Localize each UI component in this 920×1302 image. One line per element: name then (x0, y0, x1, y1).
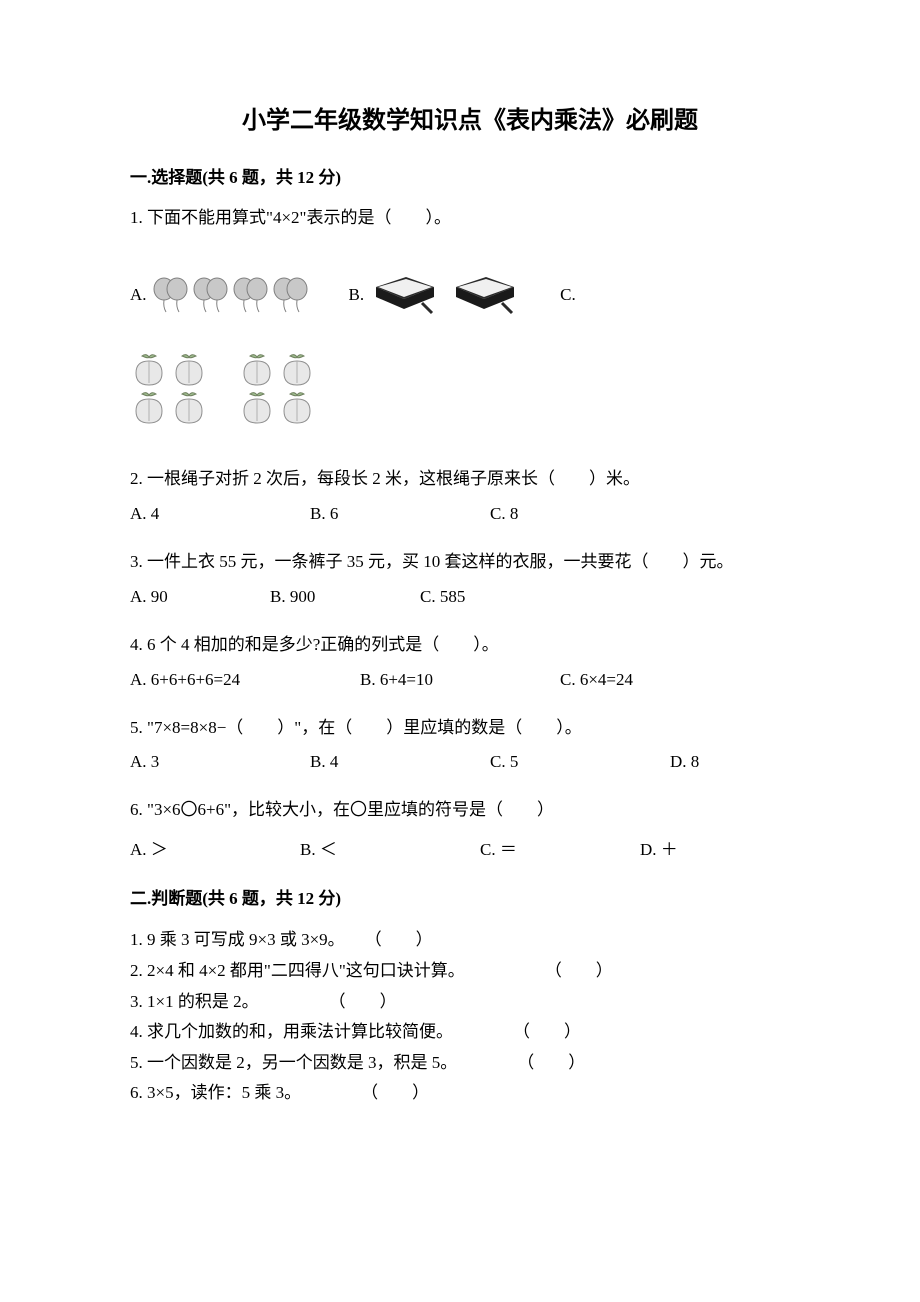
q2-options: A. 4 B. 6 C. 8 (130, 504, 810, 524)
q5-opt-d: D. 8 (670, 752, 770, 772)
judge-blank: （ ） (361, 1078, 429, 1109)
judge-text: 5. 一个因数是 2，另一个因数是 3，积是 5。 (130, 1048, 457, 1079)
peach-icon (278, 391, 316, 425)
judge-list: 1. 9 乘 3 可写成 9×3 或 3×9。（ ）2. 2×4 和 4×2 都… (130, 925, 810, 1109)
q4-opt-b: B. 6+4=10 (360, 670, 560, 690)
balloon-pair-icon (193, 277, 229, 313)
judge-item: 3. 1×1 的积是 2。 （ ） (130, 987, 810, 1018)
judge-blank: （ ） (365, 925, 433, 956)
judge-blank: （ ） (517, 1048, 585, 1079)
judge-item: 2. 2×4 和 4×2 都用"二四得八"这句口诀计算。 （ ） (130, 956, 810, 987)
book-icon (370, 273, 440, 317)
peach-icon (130, 353, 168, 387)
peach-icon (238, 353, 276, 387)
q6-opt-b: B. ＜ (300, 835, 480, 860)
judge-text: 4. 求几个加数的和，用乘法计算比较简便。 (130, 1017, 453, 1048)
q1-option-b: B. (349, 273, 521, 317)
book-icon (450, 273, 520, 317)
q4-text: 4. 6 个 4 相加的和是多少?正确的列式是（ ）。 (130, 631, 810, 660)
judge-text: 1. 9 乘 3 可写成 9×3 或 3×9。 (130, 925, 345, 956)
judge-text: 6. 3×5，读作：5 乘 3。 (130, 1078, 301, 1109)
balloon-pair-icon (153, 277, 189, 313)
peach-icon (170, 353, 208, 387)
peach-icon (130, 391, 168, 425)
peach-block (238, 353, 316, 425)
q5-opt-a: A. 3 (130, 752, 310, 772)
q2-opt-a: A. 4 (130, 504, 310, 524)
peach-icon (238, 391, 276, 425)
q5-opt-b: B. 4 (310, 752, 490, 772)
q5-text: 5. "7×8=8×8−（ ）"，在（ ）里应填的数是（ ）。 (130, 714, 810, 743)
section1-header: 一.选择题(共 6 题，共 12 分) (130, 163, 810, 188)
judge-blank: （ ） (329, 987, 397, 1018)
q6-opt-c: C. ＝ (480, 835, 640, 860)
judge-blank: （ ） (545, 956, 613, 987)
q3-opt-b: B. 900 (270, 587, 420, 607)
balloon-pair-icon (233, 277, 269, 313)
judge-item: 5. 一个因数是 2，另一个因数是 3，积是 5。 （ ） (130, 1048, 810, 1079)
q3-opt-a: A. 90 (130, 587, 270, 607)
q1-optb-label: B. (349, 285, 365, 305)
section2-header: 二.判断题(共 6 题，共 12 分) (130, 884, 810, 909)
q4-opt-a: A. 6+6+6+6=24 (130, 670, 360, 690)
q2-text: 2. 一根绳子对折 2 次后，每段长 2 米，这根绳子原来长（ ）米。 (130, 465, 810, 494)
q6-opt-a: A. ＞ (130, 835, 300, 860)
q1-option-c-images (130, 353, 810, 425)
q3-options: A. 90 B. 900 C. 585 (130, 587, 810, 607)
q5-opt-c: C. 5 (490, 752, 670, 772)
q3-opt-c: C. 585 (420, 587, 570, 607)
q1-text: 1. 下面不能用算式"4×2"表示的是（ ）。 (130, 204, 810, 233)
page-title: 小学二年级数学知识点《表内乘法》必刷题 (130, 100, 810, 135)
q6-text: 6. "3×6〇6+6"，比较大小，在〇里应填的符号是（ ） (130, 796, 810, 825)
judge-item: 1. 9 乘 3 可写成 9×3 或 3×9。 （ ） (130, 925, 810, 956)
peach-icon (278, 353, 316, 387)
judge-item: 6. 3×5，读作：5 乘 3。 （ ） (130, 1078, 810, 1109)
q6-opt-d: D. ＋ (640, 835, 740, 860)
judge-text: 2. 2×4 和 4×2 都用"二四得八"这句口诀计算。 (130, 956, 465, 987)
balloon-pair-icon (273, 277, 309, 313)
q3-text: 3. 一件上衣 55 元，一条裤子 35 元，买 10 套这样的衣服，一共要花（… (130, 548, 810, 577)
q1-options-row1: A. B. (130, 273, 810, 317)
peach-block (130, 353, 208, 425)
q1-opta-label: A. (130, 285, 147, 305)
q2-opt-c: C. 8 (490, 504, 670, 524)
q5-options: A. 3 B. 4 C. 5 D. 8 (130, 752, 810, 772)
q2-opt-b: B. 6 (310, 504, 490, 524)
q4-options: A. 6+6+6+6=24 B. 6+4=10 C. 6×4=24 (130, 670, 810, 690)
q6-options: A. ＞ B. ＜ C. ＝ D. ＋ (130, 835, 810, 860)
judge-blank: （ ） (513, 1017, 581, 1048)
judge-text: 3. 1×1 的积是 2。 (130, 987, 259, 1018)
peach-icon (170, 391, 208, 425)
q1-option-a: A. (130, 277, 309, 313)
judge-item: 4. 求几个加数的和，用乘法计算比较简便。 （ ） (130, 1017, 810, 1048)
q4-opt-c: C. 6×4=24 (560, 670, 710, 690)
q1-optc-label: C. (560, 285, 576, 305)
